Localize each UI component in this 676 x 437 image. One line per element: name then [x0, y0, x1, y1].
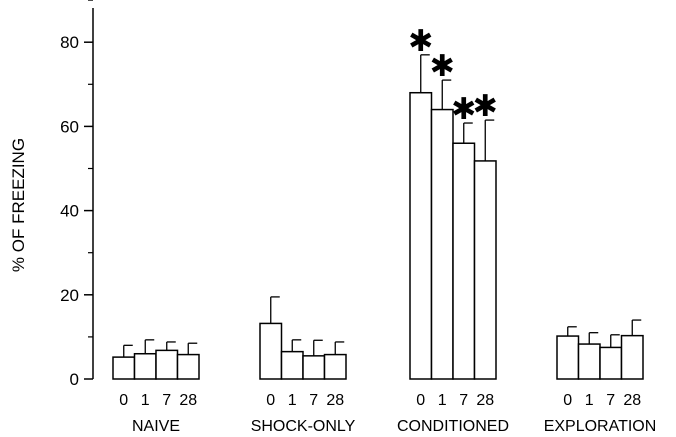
significance-asterisk: ✱ — [451, 92, 476, 127]
bar-category-label: 1 — [288, 392, 297, 409]
bar-category-label: 1 — [585, 392, 594, 409]
bar — [323, 353, 347, 380]
bar — [409, 91, 433, 380]
bar — [577, 343, 601, 380]
bar — [176, 353, 200, 380]
y-tick-label: 60 — [60, 117, 79, 136]
group-label: EXPLORATION — [544, 418, 657, 435]
bar — [452, 142, 476, 380]
bar-category-label: 0 — [266, 392, 275, 409]
significance-asterisk: ✱ — [473, 89, 498, 124]
bar-category-label: 28 — [179, 392, 197, 409]
y-tick-label: 0 — [70, 370, 79, 389]
bar-category-label: 1 — [438, 392, 447, 409]
y-tick-label: 40 — [60, 202, 79, 221]
bar — [556, 335, 580, 380]
y-tick-label: 80 — [60, 33, 79, 52]
bar — [430, 108, 454, 380]
bar-category-label: 0 — [563, 392, 572, 409]
y-tick-label: 20 — [60, 286, 79, 305]
group-label: CONDITIONED — [397, 418, 509, 435]
significance-asterisk: ✱ — [408, 24, 433, 59]
y-axis-title: % OF FREEZING — [9, 138, 28, 272]
bar-category-label: 7 — [606, 392, 615, 409]
bar — [112, 356, 136, 380]
group-label: SHOCK-ONLY — [251, 418, 356, 435]
bar-category-label: 28 — [326, 392, 344, 409]
bar — [259, 322, 283, 380]
bar — [620, 334, 644, 380]
bar-category-label: 7 — [459, 392, 468, 409]
bar — [473, 160, 497, 380]
bar-category-label: 1 — [141, 392, 150, 409]
bar — [302, 355, 326, 380]
bar — [599, 346, 623, 380]
bar — [155, 349, 179, 380]
bars — [112, 54, 644, 380]
bar-category-label: 7 — [162, 392, 171, 409]
bar — [280, 350, 304, 380]
bar-category-label: 0 — [119, 392, 128, 409]
bar-category-label: 0 — [416, 392, 425, 409]
significance-asterisk: ✱ — [430, 49, 455, 84]
bar-category-label: 28 — [476, 392, 494, 409]
bar — [133, 352, 157, 380]
bar-category-label: 28 — [623, 392, 641, 409]
bar-category-label: 7 — [309, 392, 318, 409]
axes — [84, 0, 94, 380]
group-label: NAIVE — [132, 418, 180, 435]
